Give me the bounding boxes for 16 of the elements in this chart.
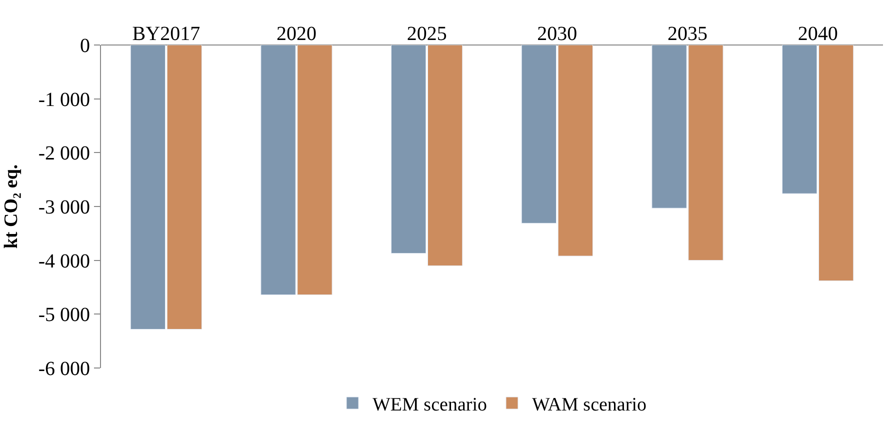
y-tick-label: 0 (80, 35, 90, 57)
y-axis-title: kt CO₂ eq. (1, 164, 22, 249)
x-tick-label: 2030 (537, 23, 578, 45)
x-tick-label: BY2017 (132, 23, 200, 45)
x-tick-label: 2020 (276, 23, 316, 45)
y-tick-label: -1 000 (38, 88, 90, 111)
legend-label: WAM scenario (532, 394, 646, 416)
y-tick-label: -2 000 (38, 142, 90, 165)
y-tick-label: -3 000 (38, 196, 90, 218)
y-tick-label: -4 000 (38, 250, 90, 272)
legend-label: WEM scenario (372, 394, 487, 416)
x-tick-label: 2025 (406, 23, 447, 45)
y-tick-label: -5 000 (38, 304, 90, 326)
y-tick-label: -6 000 (38, 358, 90, 380)
x-tick-label: 2035 (668, 23, 708, 45)
x-tick-label: 2040 (798, 23, 838, 45)
